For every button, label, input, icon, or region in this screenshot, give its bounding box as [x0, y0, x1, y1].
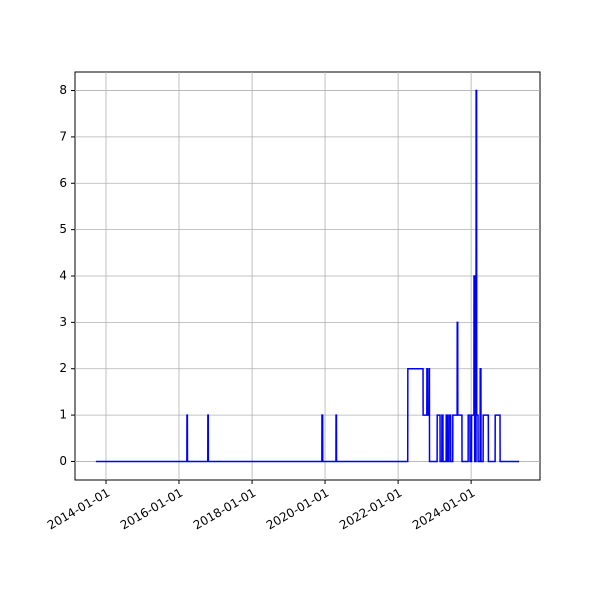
x-tick-label: 2020-01-01 — [264, 486, 331, 533]
y-tick-label: 3 — [59, 315, 67, 329]
y-tick-label: 5 — [59, 222, 67, 236]
y-tick-label: 7 — [59, 129, 67, 143]
y-tick-label: 4 — [59, 269, 67, 283]
y-tick-label: 2 — [59, 361, 67, 375]
y-tick-label: 1 — [59, 408, 67, 422]
y-tick-label: 6 — [59, 176, 67, 190]
x-tick-label: 2018-01-01 — [191, 486, 258, 533]
x-tick-label: 2024-01-01 — [410, 486, 477, 533]
data-line — [95, 89, 520, 463]
x-tick-label: 2016-01-01 — [118, 486, 185, 533]
y-tick-label: 8 — [59, 83, 67, 97]
x-tick-label: 2022-01-01 — [337, 486, 404, 533]
x-tick-label: 2014-01-01 — [45, 486, 112, 533]
y-tick-label: 0 — [59, 454, 67, 468]
